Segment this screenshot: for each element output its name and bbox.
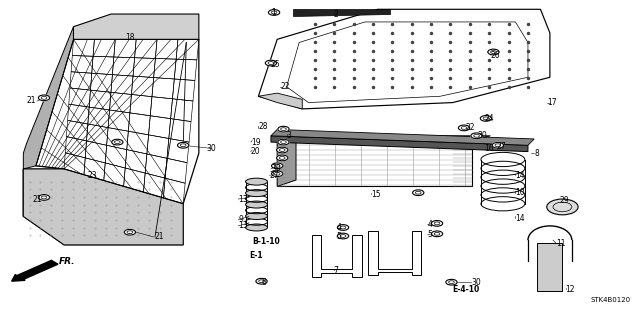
Polygon shape	[293, 9, 390, 16]
Circle shape	[488, 49, 499, 55]
Text: 9: 9	[238, 215, 243, 224]
Circle shape	[266, 60, 276, 66]
Text: E-4-10: E-4-10	[452, 285, 480, 294]
Polygon shape	[74, 14, 199, 39]
Polygon shape	[271, 136, 528, 152]
Circle shape	[413, 190, 424, 196]
Text: 12: 12	[566, 285, 575, 294]
FancyArrow shape	[12, 260, 58, 281]
Ellipse shape	[246, 201, 268, 208]
Text: STK4B0120: STK4B0120	[591, 297, 631, 303]
Text: 15: 15	[371, 190, 381, 199]
Text: B-1-10: B-1-10	[252, 237, 280, 246]
Text: FR.: FR.	[59, 257, 76, 266]
Circle shape	[276, 147, 288, 153]
Circle shape	[256, 278, 267, 284]
Circle shape	[431, 220, 443, 226]
Text: 30: 30	[271, 165, 281, 174]
Text: 3: 3	[287, 131, 291, 140]
Polygon shape	[312, 235, 362, 277]
Text: 7: 7	[333, 266, 339, 275]
Text: 24: 24	[484, 114, 493, 123]
Text: 4: 4	[337, 223, 342, 232]
Text: 11: 11	[556, 239, 566, 248]
Circle shape	[471, 133, 482, 139]
Text: 1: 1	[271, 8, 276, 17]
Polygon shape	[259, 93, 302, 109]
Polygon shape	[259, 9, 550, 109]
Circle shape	[337, 233, 349, 239]
Polygon shape	[271, 130, 534, 145]
Circle shape	[278, 126, 289, 132]
Text: 25: 25	[271, 60, 280, 69]
Circle shape	[271, 163, 283, 169]
Text: 21: 21	[33, 195, 42, 204]
Polygon shape	[36, 39, 199, 204]
Polygon shape	[23, 169, 183, 245]
Text: 22: 22	[280, 82, 290, 91]
Text: 13: 13	[238, 195, 248, 204]
Ellipse shape	[246, 212, 268, 219]
Circle shape	[337, 225, 349, 230]
Text: 14: 14	[515, 213, 525, 222]
Text: 17: 17	[547, 98, 556, 107]
Text: 21: 21	[26, 97, 36, 106]
Bar	[538, 243, 563, 291]
Circle shape	[177, 142, 189, 148]
Text: 30: 30	[472, 278, 481, 287]
Polygon shape	[23, 169, 183, 245]
Text: 23: 23	[88, 171, 97, 180]
Text: 4: 4	[428, 220, 433, 229]
Text: 28: 28	[259, 122, 268, 131]
Circle shape	[278, 139, 289, 145]
Circle shape	[458, 125, 470, 131]
Circle shape	[124, 229, 136, 235]
Circle shape	[431, 231, 443, 237]
Text: 14: 14	[515, 171, 525, 180]
Text: 6: 6	[262, 278, 266, 287]
Text: 27: 27	[269, 171, 279, 180]
Circle shape	[38, 195, 50, 200]
Text: 20: 20	[251, 147, 260, 156]
Polygon shape	[368, 231, 421, 275]
Text: 30: 30	[478, 131, 488, 140]
Text: 22: 22	[465, 123, 475, 132]
Polygon shape	[23, 27, 74, 216]
Text: 5: 5	[337, 233, 342, 241]
Circle shape	[112, 139, 123, 145]
Polygon shape	[277, 136, 296, 186]
Ellipse shape	[246, 178, 268, 185]
Text: 2: 2	[333, 10, 339, 19]
Text: 5: 5	[428, 230, 433, 239]
Polygon shape	[277, 136, 490, 142]
Circle shape	[271, 171, 283, 177]
Text: 10: 10	[515, 188, 525, 197]
Text: 18: 18	[125, 33, 134, 42]
Ellipse shape	[246, 224, 268, 231]
Circle shape	[492, 142, 504, 148]
Circle shape	[38, 95, 50, 101]
Text: 19: 19	[251, 137, 260, 147]
Circle shape	[547, 199, 578, 215]
Text: 29: 29	[559, 196, 569, 205]
Circle shape	[276, 155, 288, 161]
Circle shape	[446, 279, 457, 285]
Text: 13: 13	[238, 221, 248, 230]
Text: E-1: E-1	[249, 251, 262, 260]
Text: 26: 26	[490, 51, 500, 60]
Text: 27: 27	[497, 142, 506, 151]
Text: 8: 8	[534, 149, 539, 158]
Circle shape	[480, 115, 492, 121]
Text: 30: 30	[207, 144, 216, 153]
Ellipse shape	[246, 189, 268, 197]
Text: 21: 21	[155, 233, 164, 241]
Polygon shape	[277, 142, 472, 186]
Text: 16: 16	[484, 144, 493, 153]
Circle shape	[268, 10, 280, 15]
